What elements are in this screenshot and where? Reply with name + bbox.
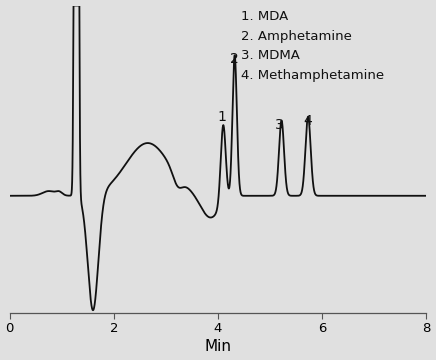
- Text: 1: 1: [218, 110, 227, 124]
- Text: 1. MDA
2. Amphetamine
3. MDMA
4. Methamphetamine: 1. MDA 2. Amphetamine 3. MDMA 4. Methamp…: [241, 10, 384, 82]
- Text: 2: 2: [230, 52, 239, 66]
- Text: 4: 4: [304, 114, 313, 128]
- Text: 3: 3: [275, 118, 284, 132]
- X-axis label: Min: Min: [204, 339, 232, 355]
